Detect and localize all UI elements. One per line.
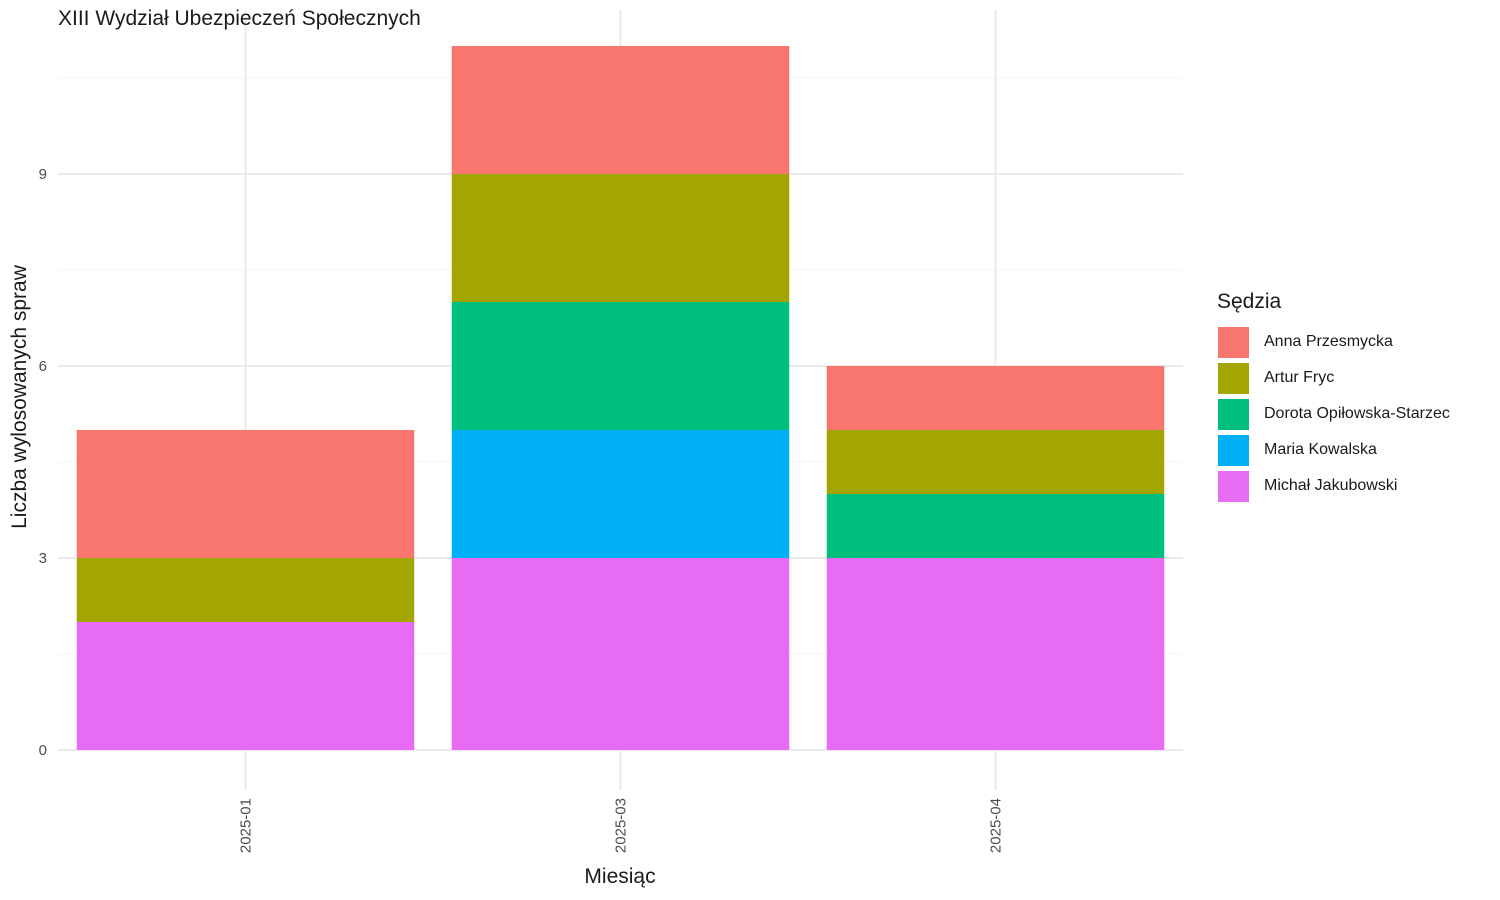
x-tick-label: 2025-01 xyxy=(238,798,255,853)
bars xyxy=(76,46,1165,750)
legend-key xyxy=(1217,325,1250,359)
legend-item: Anna Przesmycka xyxy=(1217,324,1450,360)
x-tick-label: 2025-04 xyxy=(988,798,1005,853)
legend-label: Anna Przesmycka xyxy=(1264,333,1393,350)
legend-key xyxy=(1217,469,1250,503)
legend-item: Artur Fryc xyxy=(1217,360,1450,396)
y-tick-label: 0 xyxy=(39,742,47,759)
legend-label: Maria Kowalska xyxy=(1264,441,1377,458)
bar-segment xyxy=(826,494,1165,558)
bar-segment xyxy=(451,558,790,750)
bar-segment xyxy=(76,622,415,750)
legend-items: Anna Przesmycka Artur Fryc Dorota Opiłowsk… xyxy=(1217,324,1450,504)
legend-key xyxy=(1217,433,1250,467)
y-axis-title: Liczba wylosowanych spraw xyxy=(8,265,31,529)
legend-label: Michał Jakubowski xyxy=(1264,477,1398,494)
x-axis-tick-labels: 2025-01 2025-03 2025-04 xyxy=(238,798,1005,853)
legend-key xyxy=(1217,361,1250,395)
y-axis-tick-labels: 0 3 6 9 xyxy=(39,166,47,759)
legend-label: Artur Fryc xyxy=(1264,369,1335,386)
bar-segment xyxy=(451,46,790,174)
bar-segment xyxy=(826,366,1165,430)
bar-segment xyxy=(826,430,1165,494)
x-axis-title: Miesiąc xyxy=(584,865,656,888)
bar-segment xyxy=(76,558,415,622)
x-tick-label: 2025-03 xyxy=(613,798,630,853)
bar-segment xyxy=(451,302,790,430)
y-tick-label: 6 xyxy=(39,358,47,375)
bar-segment xyxy=(76,430,415,558)
legend-item: Dorota Opiłowska-Starzec xyxy=(1217,396,1450,432)
y-tick-label: 3 xyxy=(39,550,47,567)
chart-title: XIII Wydział Ubezpieczeń Społecznych xyxy=(58,7,421,30)
legend-key xyxy=(1217,397,1250,431)
legend-item: Michał Jakubowski xyxy=(1217,468,1450,504)
legend-title: Sędzia xyxy=(1217,290,1282,313)
legend-label: Dorota Opiłowska-Starzec xyxy=(1264,405,1450,422)
y-tick-label: 9 xyxy=(39,166,47,183)
bar-segment xyxy=(451,174,790,302)
legend: Sędzia Anna Przesmycka Artur Fryc Dorota O… xyxy=(1217,290,1450,504)
legend-item: Maria Kowalska xyxy=(1217,432,1450,468)
bar-segment xyxy=(826,558,1165,750)
bar-segment xyxy=(451,430,790,558)
